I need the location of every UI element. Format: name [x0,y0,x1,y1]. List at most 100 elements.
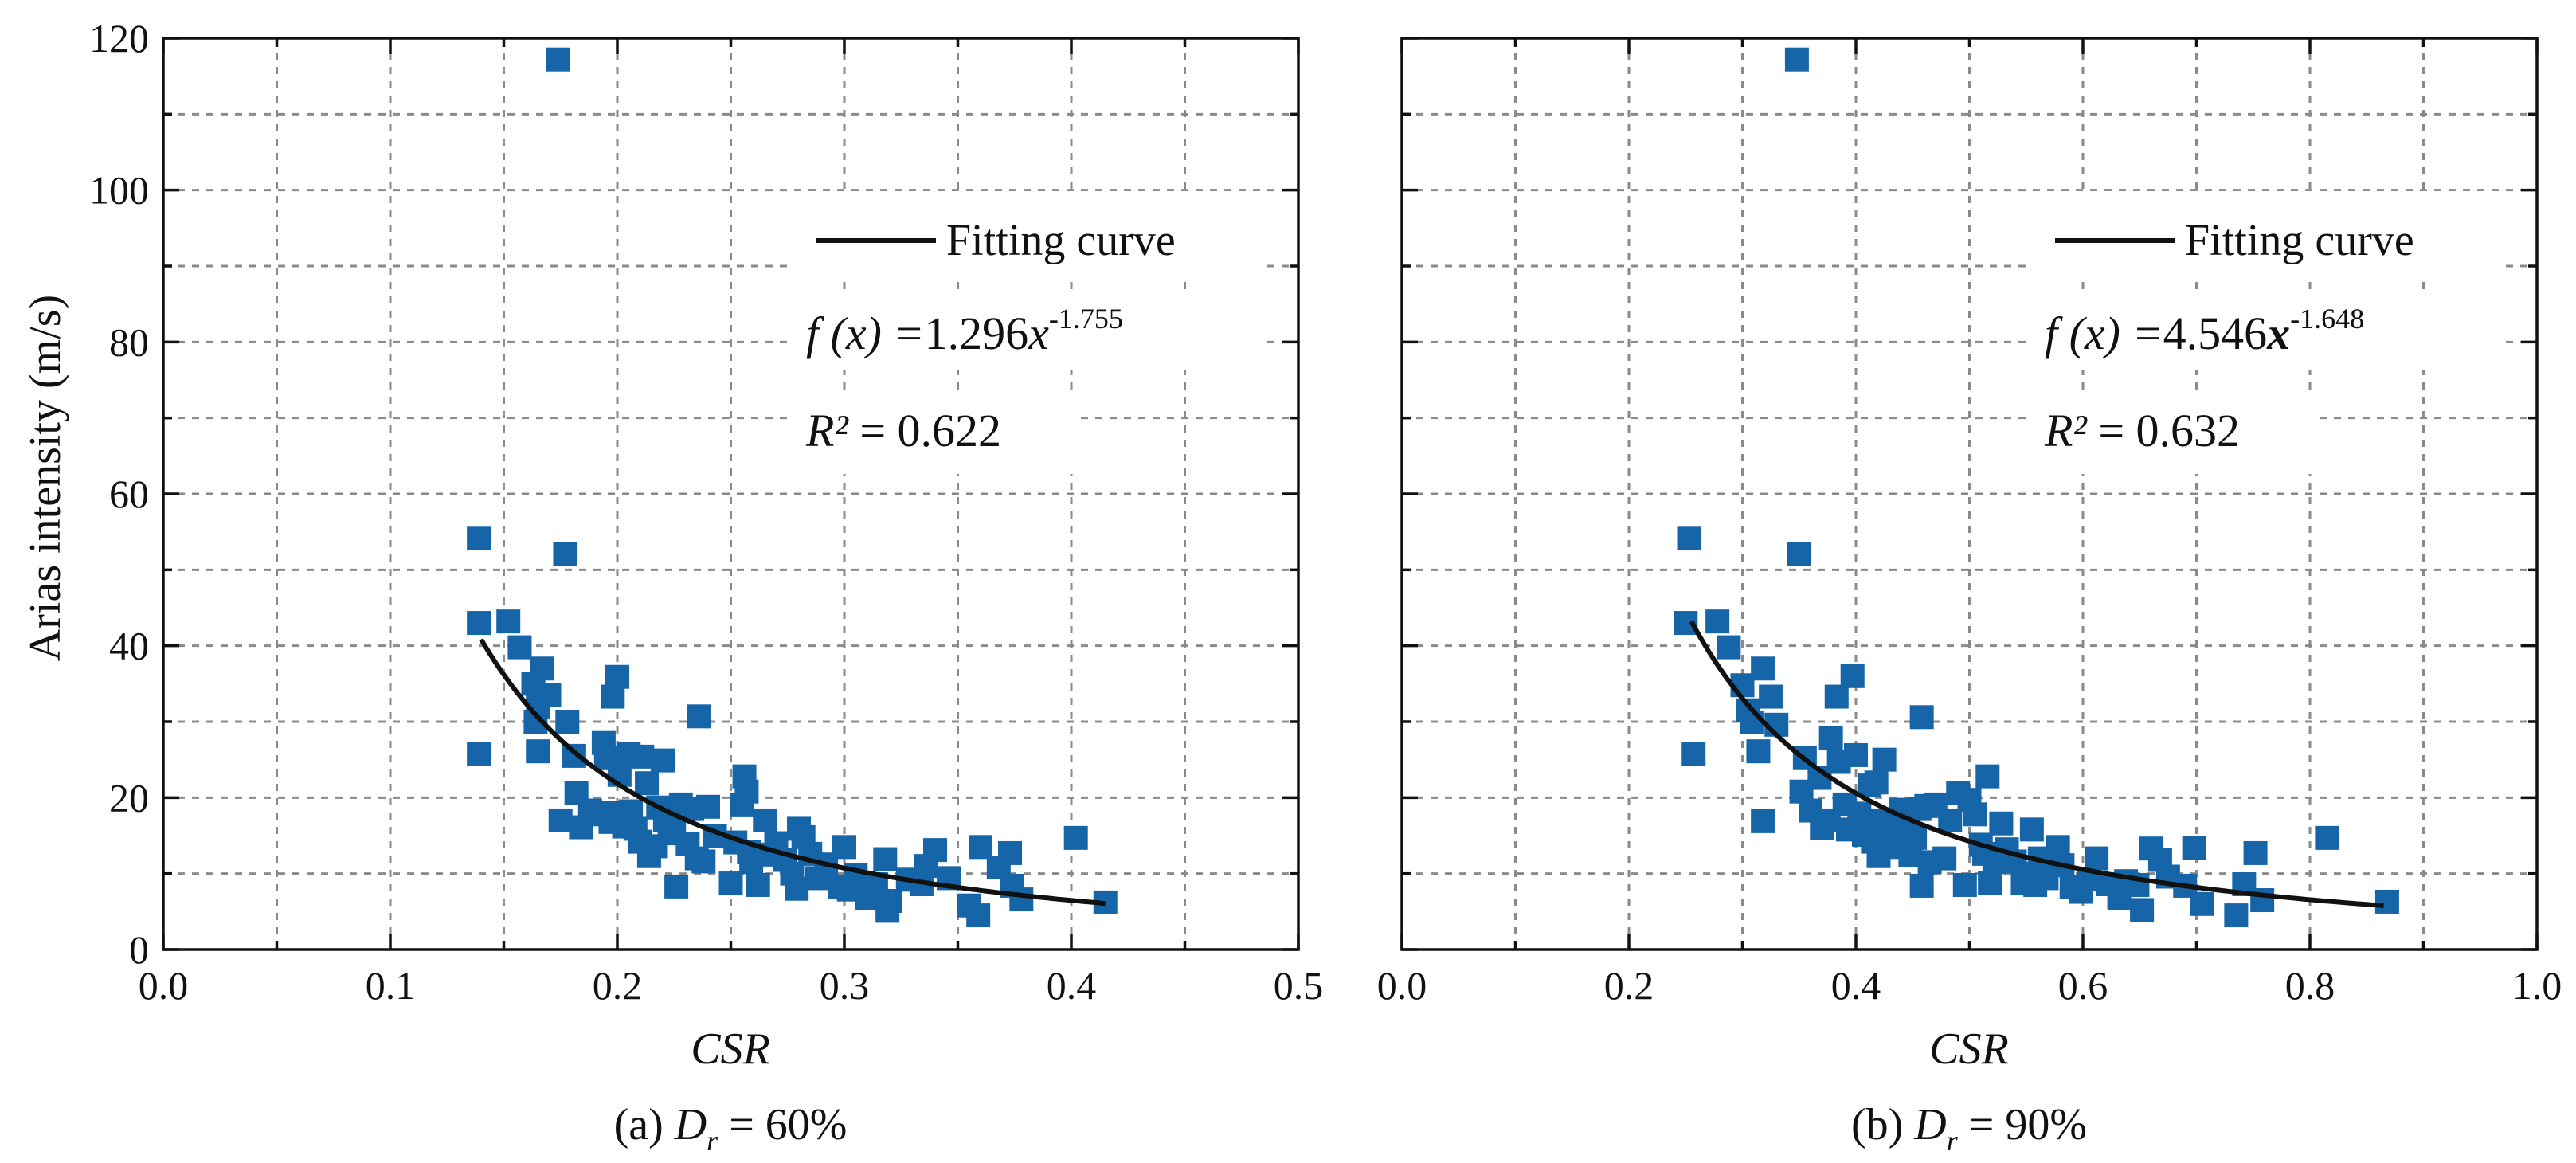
data-point [2182,836,2206,860]
data-point [2315,825,2339,850]
x-axis-title-b: CSR [1929,1024,2009,1074]
data-point [1844,742,1868,767]
data-point [785,876,809,901]
legend-label-a: Fitting curve [946,216,1176,265]
data-point [1063,825,1088,850]
y-tick-label: 120 [89,16,149,61]
data-point [1909,873,1934,898]
caption-suffix-b: = 90% [1958,1100,2087,1149]
ticks-b: 0.0 0.2 0.4 0.6 0.8 1.0 [1377,37,2562,1008]
data-point [2224,903,2249,928]
data-point [998,840,1023,865]
grid-b [1402,38,2537,950]
caption-b: (b) Dr = 90% [1851,1100,2087,1157]
x-tick-label: 0.2 [1604,963,1654,1008]
y-tick-label: 20 [109,775,149,820]
legend-a: Fitting curve [789,191,1263,279]
data-point [1872,747,1897,772]
data-point [966,903,991,928]
data-point [718,871,743,896]
data-point [873,847,898,871]
r-squared-label-a: R² [805,405,849,456]
equation-b: f (x) =4.546x-1.648 [2045,303,2364,359]
x-tick-label: 0.6 [2058,963,2108,1008]
data-point [1978,871,2002,895]
data-point [1717,635,1741,660]
data-point [2085,846,2109,871]
caption-sub-a: r [707,1125,718,1157]
r-squared-value-b: = 0.632 [2087,405,2240,456]
y-axis-title: Arias intensity (m/s) [21,295,70,661]
equation-lhs-a: f (x) = [806,307,925,359]
data-point [1952,872,1977,897]
data-point [1681,742,1706,766]
data-point [1989,811,2014,836]
data-point [1784,47,1809,72]
y-tick-label: 80 [109,319,149,364]
x-tick-label: 0.3 [820,963,870,1008]
data-point [746,872,770,897]
x-tick-label: 0.8 [2285,963,2335,1008]
data-point [1909,705,1934,730]
equation-coef-a: 1.296 [925,307,1029,359]
equation-coef-b: 4.546 [2163,307,2268,359]
data-point [537,683,562,707]
data-point [1751,656,1775,681]
data-point [467,526,491,550]
caption-sub-b: r [1947,1125,1959,1157]
chart-panel-b: 0.0 0.2 0.4 0.6 0.8 1.0 Fitting curve f (x) =… [1377,37,2562,1157]
equation-box-b [2027,291,2501,370]
r-squared-a: R² = 0.622 [805,405,1001,456]
data-point [1787,542,1811,566]
x-tick-label: 0.1 [366,963,416,1008]
x-tick-label: 0.4 [1047,963,1097,1008]
fitting-curve-a [479,638,1106,907]
equation-lhs-b: f (x) = [2045,307,2163,359]
x-tick-label: 0.0 [1377,963,1427,1008]
data-point [630,744,655,769]
data-point [1932,846,1957,871]
data-point [1938,808,1963,832]
data-point [2019,817,2044,842]
ticks-a: 0.0 0.1 0.2 0.3 0.4 0.5 0 20 40 60 80 100 120 [89,16,1323,1008]
data-point [878,888,902,913]
x-tick-label: 0.2 [593,963,643,1008]
caption-prefix-b: (b) [1851,1100,1914,1149]
scatter-points-a [467,47,1118,928]
y-tick-label: 100 [89,168,149,213]
data-point [1759,684,1783,709]
data-point [526,739,550,764]
r-squared-b: R² = 0.632 [2044,405,2240,456]
r2-box-b [2027,394,2314,474]
r-squared-value-a: = 0.622 [848,405,1001,456]
data-point [739,850,764,875]
data-point [2374,889,2399,914]
x-axis-title-a: CSR [691,1024,770,1074]
data-point [467,611,491,636]
data-point [1840,664,1865,688]
data-point [548,808,573,832]
data-point [696,794,720,819]
data-point [1705,609,1730,634]
data-point [553,542,577,566]
data-point [664,874,689,899]
scatter-points-b [1674,47,2399,928]
data-point [546,47,570,72]
data-point [969,835,992,860]
chart-panel-a: 0.0 0.1 0.2 0.3 0.4 0.5 0 20 40 60 80 100 120 Fittin… [89,16,1323,1157]
legend-box-a [789,191,1263,279]
data-point [691,849,716,874]
x-tick-label: 0.4 [1831,963,1881,1008]
equation-var-a: x [1028,307,1049,359]
caption-a: (a) Dr = 60% [614,1100,848,1157]
data-point [1847,801,1872,826]
data-point [1739,710,1764,734]
data-point [1864,770,1889,795]
data-point [496,609,521,634]
data-point [1818,726,1843,750]
data-point [1824,684,1849,709]
y-tick-label: 0 [129,927,149,972]
data-point [2243,840,2268,865]
data-point [1746,739,1771,764]
